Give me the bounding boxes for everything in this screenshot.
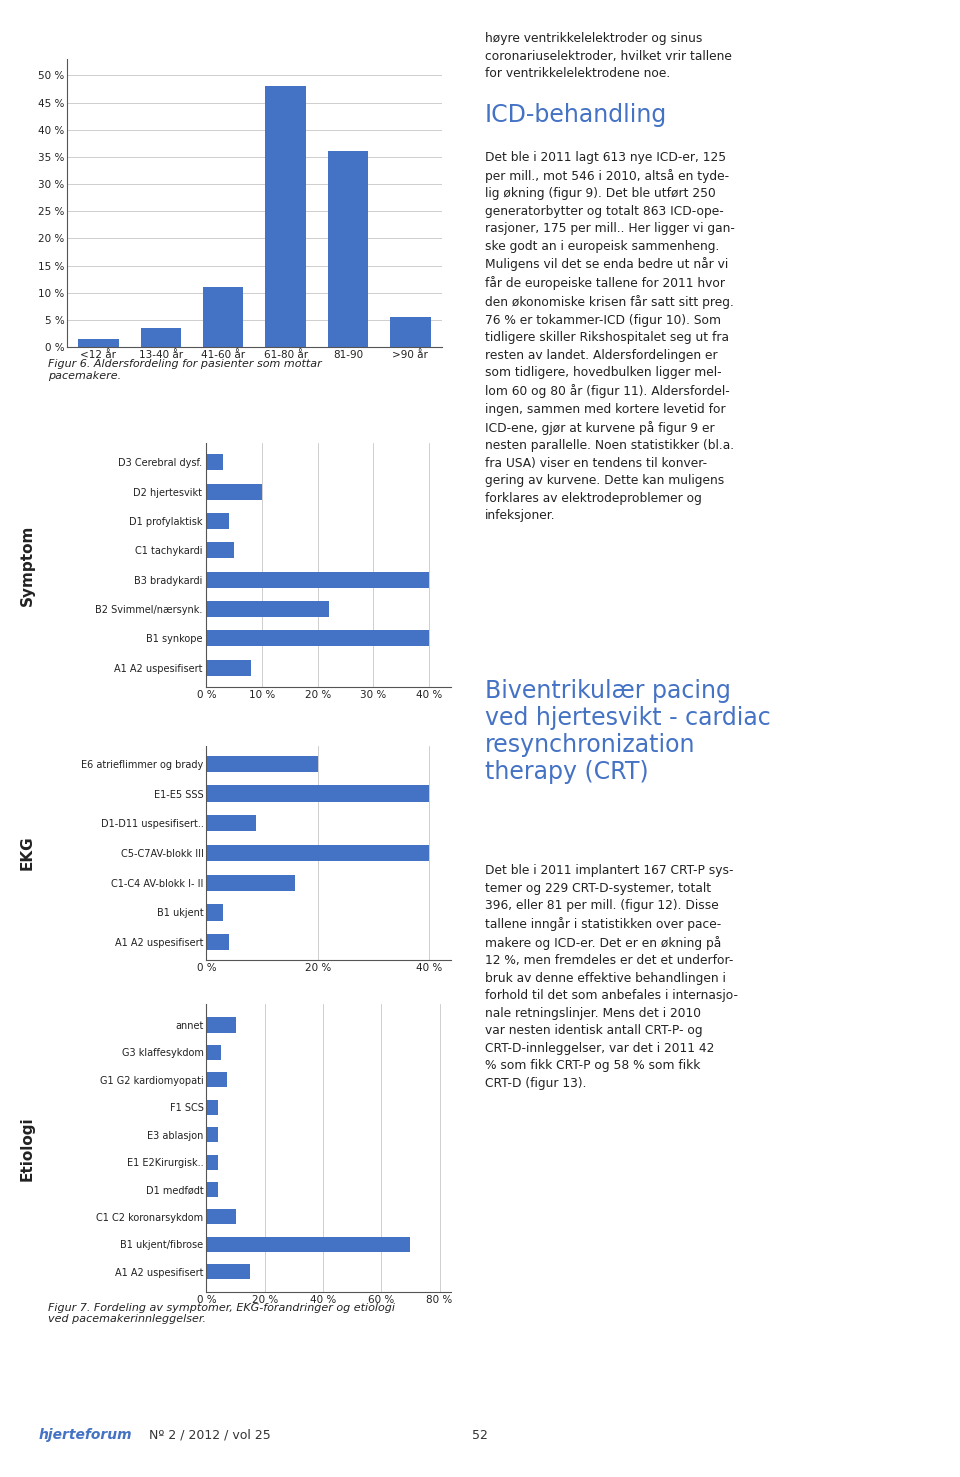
Bar (206, 601, 328, 617)
Text: Biventrikulær pacing
ved hjertesvikt - cardiac
resynchronization
therapy (CRT): Biventrikulær pacing ved hjertesvikt - c… (485, 679, 771, 784)
Text: Symptom: Symptom (19, 524, 35, 606)
Bar (206, 904, 223, 920)
Bar (390, 318, 431, 347)
Bar (206, 1018, 235, 1032)
Bar (206, 1127, 218, 1142)
Bar (206, 756, 318, 772)
Bar (206, 660, 251, 675)
Text: Etiologi: Etiologi (19, 1117, 35, 1180)
Bar (206, 1236, 411, 1252)
Bar (78, 338, 119, 347)
Bar (206, 1100, 218, 1115)
Bar (206, 513, 228, 529)
Text: Nº 2 / 2012 / vol 25: Nº 2 / 2012 / vol 25 (149, 1428, 271, 1442)
Bar (327, 152, 369, 347)
Text: Figur 6. Aldersfordeling for pasienter som mottar
pacemakere.: Figur 6. Aldersfordeling for pasienter s… (48, 359, 322, 381)
Bar (206, 1182, 218, 1196)
Bar (206, 455, 223, 470)
Bar (206, 933, 228, 950)
Bar (206, 845, 429, 861)
Text: hjerteforum: hjerteforum (38, 1428, 132, 1442)
Bar (206, 815, 256, 832)
Bar (206, 572, 429, 588)
Bar (206, 1210, 235, 1224)
Text: Det ble i 2011 implantert 167 CRT-P sys-
temer og 229 CRT-D-systemer, totalt
396: Det ble i 2011 implantert 167 CRT-P sys-… (485, 864, 738, 1090)
Text: 52: 52 (472, 1428, 488, 1442)
Text: EKG: EKG (19, 836, 35, 870)
Bar (206, 1155, 218, 1170)
Text: høyre ventrikkelelektroder og sinus
coronariuselektroder, hvilket vrir tallene
f: høyre ventrikkelelektroder og sinus coro… (485, 32, 732, 80)
Bar (206, 542, 234, 558)
Text: Det ble i 2011 lagt 613 nye ICD-er, 125
per mill., mot 546 i 2010, altså en tyde: Det ble i 2011 lagt 613 nye ICD-er, 125 … (485, 151, 734, 521)
Bar (206, 1072, 227, 1087)
Bar (206, 874, 296, 891)
Bar (203, 288, 244, 347)
Text: ICD-behandling: ICD-behandling (485, 103, 667, 127)
Text: Figur 7. Fordeling av symptomer, EKG-forandringer og etiologi
ved pacemakerinnle: Figur 7. Fordeling av symptomer, EKG-for… (48, 1303, 395, 1325)
Bar (206, 631, 429, 647)
Bar (265, 86, 306, 347)
Bar (206, 786, 429, 802)
Bar (206, 483, 262, 499)
Bar (206, 1044, 221, 1060)
Bar (140, 328, 181, 347)
Bar (206, 1264, 251, 1279)
